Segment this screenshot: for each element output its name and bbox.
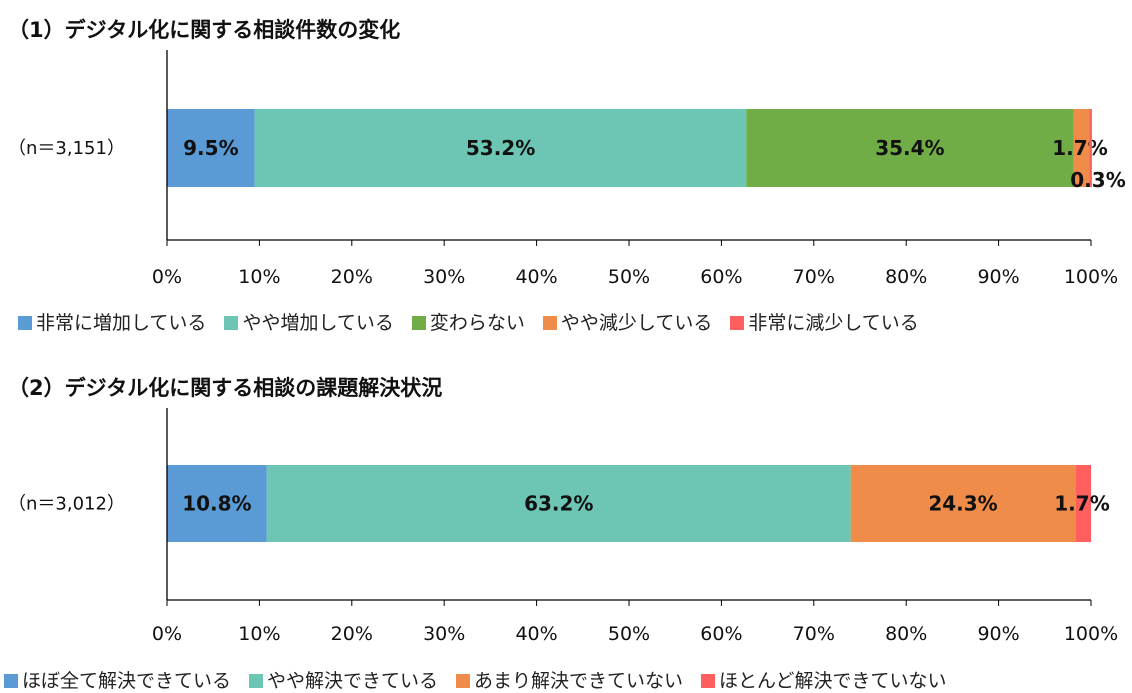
tick-label: 70% — [793, 266, 835, 288]
legend-label: やや減少している — [560, 312, 713, 334]
bar-segment — [746, 109, 1074, 187]
bar-segment — [850, 465, 1076, 542]
tick-label: 50% — [608, 623, 650, 645]
tick-label: 10% — [238, 623, 280, 645]
data-label: 10.8% — [182, 492, 251, 516]
tick-label: 80% — [885, 623, 927, 645]
tick-label: 70% — [793, 623, 835, 645]
tick-label: 100% — [1064, 266, 1118, 288]
legend-swatch — [411, 316, 426, 330]
legend-swatch — [542, 316, 557, 330]
legend-item: あまり解決できていない — [456, 666, 683, 693]
chart2-legend: ほぼ全て解決できている やや解決できている あまり解決できていない ほとんど解決できて… — [4, 666, 946, 693]
tick-label: 0% — [152, 623, 182, 645]
tick-label: 10% — [238, 266, 280, 288]
bar-segment — [167, 109, 255, 187]
tick-label: 40% — [515, 623, 557, 645]
legend-swatch — [730, 316, 745, 330]
data-label: 63.2% — [524, 492, 593, 516]
data-label: 9.5% — [183, 136, 238, 160]
tick-label: 80% — [885, 266, 927, 288]
bar-segment — [266, 465, 851, 542]
category-label: （n＝3,151） — [8, 138, 125, 159]
legend-label: 非常に減少している — [748, 312, 919, 334]
bar-segment — [1075, 465, 1091, 542]
legend-swatch — [701, 674, 716, 688]
bar-segment — [1089, 109, 1092, 187]
tick-label: 0% — [152, 266, 182, 288]
tick-label: 60% — [700, 623, 742, 645]
legend-swatch — [456, 674, 471, 688]
tick-label: 40% — [515, 266, 557, 288]
legend-item: やや解決できている — [249, 666, 438, 693]
tick-label: 20% — [331, 623, 373, 645]
data-label: 1.7% — [1054, 492, 1109, 516]
data-label: 1.7% — [1052, 136, 1107, 160]
legend-item: やや減少している — [542, 308, 713, 335]
tick-label: 90% — [977, 623, 1019, 645]
legend-item: 非常に減少している — [730, 308, 919, 335]
legend-swatch — [18, 316, 32, 330]
legend-label: 変わらない — [429, 312, 525, 334]
legend-swatch — [224, 316, 239, 330]
tick-label: 50% — [608, 266, 650, 288]
legend-label: やや増加している — [242, 312, 394, 334]
bar-segment — [254, 109, 747, 187]
tick-label: 90% — [977, 266, 1019, 288]
legend-swatch — [4, 674, 18, 688]
tick-label: 30% — [423, 266, 465, 288]
legend-item: やや増加している — [224, 308, 394, 335]
legend-item: ほぼ全て解決できている — [4, 666, 231, 693]
data-label: 24.3% — [928, 492, 997, 516]
legend-label: あまり解決できていない — [474, 670, 684, 692]
legend-item: 変わらない — [411, 308, 525, 335]
tick-label: 100% — [1064, 623, 1118, 645]
legend-item: 非常に増加している — [18, 308, 206, 335]
tick-label: 60% — [700, 266, 742, 288]
category-label: （n＝3,012） — [8, 494, 125, 515]
data-label: 0.3% — [1070, 168, 1125, 192]
data-label: 53.2% — [466, 136, 535, 160]
legend-label: やや解決できている — [267, 670, 439, 692]
data-label: 35.4% — [875, 136, 944, 160]
chart1-legend: 非常に増加している やや増加している 変わらない やや減少している 非常に減少している — [18, 308, 919, 335]
bar-segment — [167, 465, 267, 542]
legend-item: ほとんど解決できていない — [701, 666, 946, 693]
chart1-title: （1）デジタル化に関する相談件数の変化 — [8, 18, 401, 42]
chart2-title: （2）デジタル化に関する相談の課題解決状況 — [8, 376, 443, 400]
legend-label: ほぼ全て解決できている — [22, 670, 232, 692]
legend-label: ほとんど解決できていない — [719, 670, 947, 692]
tick-label: 30% — [423, 623, 465, 645]
bar-segment — [1073, 109, 1090, 187]
tick-label: 20% — [331, 266, 373, 288]
legend-label: 非常に増加している — [36, 312, 207, 334]
legend-swatch — [249, 674, 264, 688]
